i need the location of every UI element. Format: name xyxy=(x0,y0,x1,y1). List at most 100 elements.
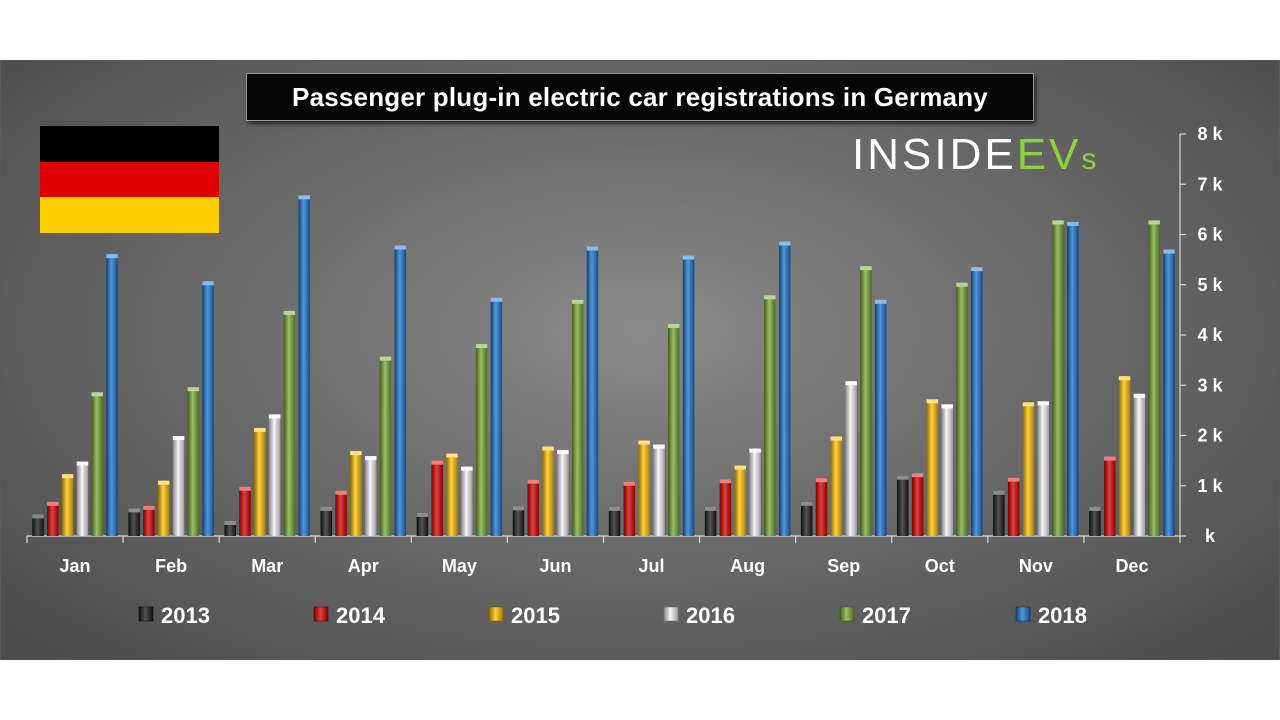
bar-cap xyxy=(416,512,429,517)
bar-cap xyxy=(350,451,362,456)
bar-cap xyxy=(1022,402,1035,407)
bar-cap xyxy=(993,490,1005,495)
bar-2013-may xyxy=(416,512,429,536)
bar-cap xyxy=(557,450,569,455)
bar-cap xyxy=(682,255,695,260)
bar-cap xyxy=(143,505,155,510)
bar-cap xyxy=(764,295,776,300)
bar-2018-jul xyxy=(682,255,695,537)
legend-swatch-2016 xyxy=(663,606,679,622)
bar-2018-feb xyxy=(202,281,214,536)
bar-2016-apr xyxy=(364,456,377,536)
bar-2017-dec xyxy=(1148,220,1160,536)
bar-2013-dec xyxy=(1089,506,1101,536)
y-tick-label: 4 k xyxy=(1197,325,1223,345)
bar-2015-apr xyxy=(350,451,362,536)
bar-cap xyxy=(845,381,857,386)
bar-cap xyxy=(61,474,74,479)
x-tick-label: Oct xyxy=(925,556,955,576)
bar-cap xyxy=(335,490,347,495)
legend-label-2016: 2016 xyxy=(686,603,735,628)
legend-swatch-2018 xyxy=(1015,606,1031,622)
x-tick-label: Nov xyxy=(1019,556,1053,576)
flag-stripe-red xyxy=(40,161,219,198)
bar-cap xyxy=(32,514,44,519)
bar-cap xyxy=(571,299,584,304)
bar-2014-may xyxy=(431,460,443,536)
bar-cap xyxy=(364,456,377,461)
bar-cap xyxy=(911,473,924,478)
bar-cap xyxy=(1089,506,1101,511)
bar-2018-may xyxy=(490,297,503,536)
bar-cap xyxy=(667,323,680,328)
bar-cap xyxy=(527,479,540,484)
bar-2018-apr xyxy=(394,245,407,536)
bar-cap xyxy=(956,282,968,287)
insideevs-logo: INSIDEEVs xyxy=(852,128,1096,182)
bar-2015-nov xyxy=(1022,402,1035,536)
bar-cap xyxy=(1133,393,1146,398)
bar-2016-feb xyxy=(172,436,185,536)
bar-cap xyxy=(1067,221,1079,226)
bar-2016-sep xyxy=(845,381,857,536)
bar-cap xyxy=(394,245,407,250)
bar-cap xyxy=(860,266,872,271)
bar-cap xyxy=(1052,220,1064,225)
bar-cap xyxy=(157,480,170,485)
bar-cap xyxy=(623,481,636,486)
bar-cap xyxy=(719,479,732,484)
bar-cap xyxy=(749,448,761,453)
bar-2014-oct xyxy=(911,473,924,536)
x-tick-label: Dec xyxy=(1115,556,1148,576)
bar-2014-jun xyxy=(527,479,540,536)
bar-2018-oct xyxy=(971,267,983,536)
bar-2016-nov xyxy=(1037,401,1050,536)
y-tick-label: 6 k xyxy=(1197,225,1223,245)
legend-swatch-2014 xyxy=(313,606,329,622)
bar-2016-dec xyxy=(1133,393,1146,536)
bar-2018-nov xyxy=(1067,221,1079,536)
bar-2014-mar xyxy=(239,486,251,536)
bar-2015-jul xyxy=(638,440,650,536)
bar-2015-jun xyxy=(542,446,554,536)
y-tick-label: 5 k xyxy=(1197,275,1223,295)
bar-2017-jun xyxy=(571,299,584,536)
bar-2018-jan xyxy=(106,254,118,536)
bar-2013-aug xyxy=(704,506,717,536)
bar-2016-jan xyxy=(76,461,89,536)
bar-cap xyxy=(815,478,828,483)
bar-cap xyxy=(47,501,59,506)
logo-suffix: s xyxy=(1081,143,1097,176)
bar-2013-jun xyxy=(512,506,525,536)
bar-2015-sep xyxy=(830,436,843,536)
bar-2017-jul xyxy=(667,323,680,536)
bar-2018-sep xyxy=(874,299,887,536)
bar-2016-mar xyxy=(268,414,281,536)
bar-cap xyxy=(379,356,392,361)
bar-cap xyxy=(971,267,983,272)
bar-2017-nov xyxy=(1052,220,1064,536)
bar-2014-jul xyxy=(623,481,636,536)
bar-2014-aug xyxy=(719,479,732,536)
bar-cap xyxy=(512,506,525,511)
y-tick-label: 1 k xyxy=(1197,476,1223,496)
bar-2013-jan xyxy=(32,514,44,536)
bar-cap xyxy=(897,475,909,480)
y-tick-label: 8 k xyxy=(1197,124,1223,144)
bar-cap xyxy=(172,436,185,441)
bar-cap xyxy=(76,461,89,466)
bar-2017-feb xyxy=(187,387,200,536)
bar-2015-dec xyxy=(1118,376,1131,536)
bar-cap xyxy=(734,465,746,470)
bar-2017-may xyxy=(475,344,488,536)
bar-2017-oct xyxy=(956,282,968,536)
bar-2017-mar xyxy=(283,310,296,536)
bar-cap xyxy=(1148,220,1160,225)
bar-cap xyxy=(778,241,791,246)
bar-cap xyxy=(283,310,296,315)
x-tick-label: Feb xyxy=(155,556,187,576)
bar-cap xyxy=(608,506,621,511)
legend-label-2013: 2013 xyxy=(161,603,210,628)
bar-2017-sep xyxy=(860,266,872,536)
